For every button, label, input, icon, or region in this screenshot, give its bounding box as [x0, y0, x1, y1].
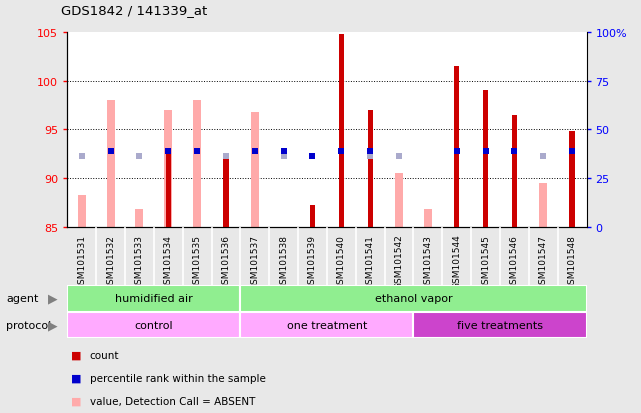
Text: GSM101545: GSM101545 — [481, 234, 490, 289]
Text: ▶: ▶ — [48, 319, 58, 332]
Text: GSM101537: GSM101537 — [250, 234, 260, 289]
Text: GDS1842 / 141339_at: GDS1842 / 141339_at — [61, 4, 207, 17]
Text: GSM101532: GSM101532 — [106, 234, 115, 289]
Text: GSM101542: GSM101542 — [394, 234, 404, 289]
Bar — [193, 101, 201, 227]
Bar — [569, 132, 575, 227]
Text: ▶: ▶ — [48, 292, 58, 305]
Text: GSM101547: GSM101547 — [538, 234, 548, 289]
Text: GSM101544: GSM101544 — [452, 234, 462, 289]
Text: ethanol vapor: ethanol vapor — [374, 293, 453, 304]
Bar — [106, 101, 115, 227]
Bar — [67, 285, 240, 312]
Text: GSM101541: GSM101541 — [365, 234, 375, 289]
Bar — [223, 154, 229, 227]
Bar — [413, 312, 587, 339]
Text: GSM101536: GSM101536 — [221, 234, 231, 289]
Text: percentile rank within the sample: percentile rank within the sample — [90, 373, 265, 383]
Text: agent: agent — [6, 293, 39, 304]
Bar — [483, 91, 488, 227]
Bar — [251, 113, 259, 227]
Text: one treatment: one treatment — [287, 320, 367, 330]
Bar — [539, 183, 547, 227]
Bar — [164, 111, 172, 227]
Text: protocol: protocol — [6, 320, 52, 330]
Bar — [338, 35, 344, 227]
Text: ■: ■ — [71, 350, 81, 360]
Bar — [395, 174, 403, 227]
Text: control: control — [135, 320, 173, 330]
Text: GSM101543: GSM101543 — [423, 234, 433, 289]
Bar — [512, 116, 517, 227]
Bar — [240, 285, 587, 312]
Text: GSM101534: GSM101534 — [163, 234, 173, 289]
Text: GSM101533: GSM101533 — [135, 234, 144, 289]
Text: five treatments: five treatments — [457, 320, 543, 330]
Text: GSM101535: GSM101535 — [192, 234, 202, 289]
Bar — [135, 210, 144, 227]
Bar — [310, 206, 315, 227]
Text: GSM101538: GSM101538 — [279, 234, 288, 289]
Text: GSM101546: GSM101546 — [510, 234, 519, 289]
Text: humidified air: humidified air — [115, 293, 193, 304]
Text: ■: ■ — [71, 373, 81, 383]
Text: count: count — [90, 350, 119, 360]
Bar — [454, 67, 460, 227]
Text: ■: ■ — [71, 396, 81, 406]
Bar — [67, 312, 240, 339]
Bar — [165, 154, 171, 227]
Bar — [240, 312, 413, 339]
Text: GSM101531: GSM101531 — [77, 234, 87, 289]
Bar — [367, 111, 373, 227]
Bar — [78, 195, 86, 227]
Text: value, Detection Call = ABSENT: value, Detection Call = ABSENT — [90, 396, 255, 406]
Text: GSM101540: GSM101540 — [337, 234, 346, 289]
Bar — [424, 210, 432, 227]
Text: GSM101548: GSM101548 — [567, 234, 577, 289]
Text: GSM101539: GSM101539 — [308, 234, 317, 289]
